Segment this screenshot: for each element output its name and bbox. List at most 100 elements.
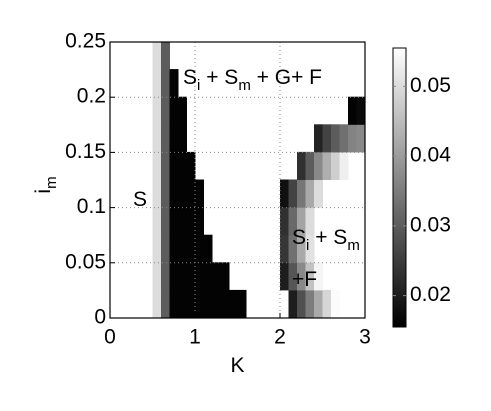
cell	[314, 262, 323, 291]
cell	[305, 234, 315, 263]
cell	[169, 207, 179, 236]
cell	[203, 262, 213, 291]
cell	[152, 42, 162, 70]
colorbar	[392, 47, 407, 328]
cell	[161, 262, 170, 291]
cell	[152, 69, 162, 98]
cell	[297, 207, 306, 236]
subscript: i	[197, 77, 200, 94]
cell	[178, 289, 187, 318]
cell	[186, 234, 196, 263]
subscript: m	[347, 237, 360, 254]
cell	[288, 289, 298, 318]
cell	[169, 234, 179, 263]
cell	[305, 289, 315, 318]
cell	[161, 207, 170, 236]
cell	[314, 151, 323, 180]
cell	[314, 124, 323, 153]
cell	[237, 289, 247, 318]
cell	[169, 151, 179, 180]
cell	[161, 234, 170, 263]
cell	[161, 69, 170, 98]
annotation: +F	[292, 268, 317, 291]
colorbar-tick-label: 0.05	[410, 74, 451, 97]
text-run: K	[230, 354, 244, 377]
cell	[288, 234, 298, 263]
cell	[356, 124, 365, 153]
y-tick-label: 0.05	[65, 250, 106, 273]
cell	[339, 151, 349, 180]
cell	[161, 42, 170, 70]
plot-frame	[109, 41, 366, 319]
cell	[178, 96, 187, 125]
subscript: m	[238, 77, 251, 94]
cell	[305, 207, 315, 236]
cell	[331, 124, 340, 153]
cell	[220, 262, 230, 291]
cell	[186, 289, 196, 318]
cell	[186, 262, 196, 291]
cell	[203, 234, 213, 263]
cell	[169, 289, 179, 318]
cell	[186, 207, 196, 236]
text-run: +F	[292, 268, 317, 291]
x-tick-label: 0	[104, 326, 116, 349]
cell	[331, 289, 340, 318]
cell	[356, 96, 365, 125]
cell	[288, 179, 298, 208]
cell	[195, 289, 204, 318]
cell	[152, 124, 162, 153]
cell	[178, 124, 187, 153]
annotation: S	[133, 188, 147, 211]
cell	[280, 234, 289, 263]
cell	[195, 234, 204, 263]
cell	[280, 262, 289, 291]
cell	[152, 207, 162, 236]
cell	[288, 207, 298, 236]
cell	[280, 179, 289, 208]
cell	[195, 262, 204, 291]
cell	[297, 179, 306, 208]
cell	[203, 289, 213, 318]
cell	[161, 96, 170, 125]
cell	[161, 124, 170, 153]
subscript: m	[43, 176, 60, 189]
cell	[186, 151, 196, 180]
cell	[195, 179, 204, 208]
cell	[169, 96, 179, 125]
cell	[297, 262, 306, 291]
cell	[169, 179, 179, 208]
cell	[186, 179, 196, 208]
y-tick-label: 0.25	[65, 30, 106, 53]
cell	[195, 207, 204, 236]
text-run: i	[32, 189, 55, 194]
y-tick-label: 0.15	[65, 140, 106, 163]
cell	[169, 69, 179, 98]
x-tick-label: 3	[359, 326, 371, 349]
cell	[152, 289, 162, 318]
cell	[305, 151, 315, 180]
cell	[178, 234, 187, 263]
y-axis-label: im	[32, 176, 60, 193]
cell	[152, 179, 162, 208]
cell	[169, 124, 179, 153]
cell	[178, 262, 187, 291]
cell	[297, 151, 306, 180]
cell	[288, 262, 298, 291]
cell	[348, 96, 357, 125]
cell	[152, 96, 162, 125]
cell	[280, 207, 289, 236]
cell	[169, 262, 179, 291]
cell	[152, 262, 162, 291]
colorbar-tick-label: 0.02	[410, 283, 451, 306]
y-tick-label: 0.1	[77, 195, 106, 218]
annotation: Si + Sm + G+ F	[183, 66, 322, 94]
cell	[212, 262, 221, 291]
cell	[339, 124, 349, 153]
x-tick-label: 1	[189, 326, 201, 349]
heatmap	[152, 42, 365, 318]
cell	[178, 179, 187, 208]
cell	[348, 124, 357, 153]
text-run: + G+ F	[251, 66, 322, 89]
